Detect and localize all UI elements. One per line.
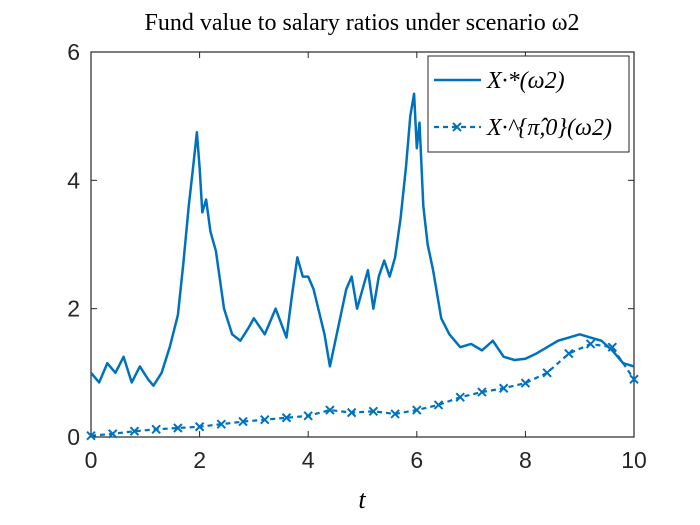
series-2-marker-14 <box>390 409 400 419</box>
series-2-marker-21 <box>542 368 552 378</box>
series-2-marker-8 <box>260 414 270 425</box>
series-2-marker-20 <box>520 378 531 388</box>
legend-label-series-2: X·^{π̂,0}(ω2) <box>486 115 612 141</box>
series-2-marker-6 <box>216 419 227 429</box>
series-2-marker-24 <box>607 342 617 352</box>
series-2-marker-11 <box>325 405 335 415</box>
series-2-marker-15 <box>412 405 422 415</box>
series-2-marker-18 <box>477 387 487 397</box>
series-2-marker-7 <box>238 416 248 427</box>
series-2-marker-3 <box>151 424 161 435</box>
series-2-marker-2 <box>129 426 140 436</box>
y-tick-label-1: 2 <box>67 296 80 322</box>
x-tick-label-2: 4 <box>302 447 315 473</box>
series-line-2 <box>90 342 635 437</box>
series-2-marker-1 <box>108 429 118 439</box>
legend-marker-x <box>452 122 462 132</box>
series-2-marker-23 <box>585 339 596 349</box>
series-layer <box>86 92 639 441</box>
y-tick-label-3: 6 <box>67 39 80 65</box>
series-2-marker-4 <box>173 423 183 433</box>
axis-ticks: 0 2 4 6 8 10 0 2 4 6 <box>67 39 647 473</box>
y-tick-label-0: 0 <box>67 424 80 450</box>
legend-label-series-1: X·*(ω2) <box>486 68 565 94</box>
y-tick-label-2: 4 <box>67 167 80 193</box>
x-axis-label: t <box>358 485 366 514</box>
x-tick-label-0: 0 <box>85 447 98 473</box>
series-line-1 <box>90 92 635 387</box>
legend-box <box>427 55 630 153</box>
series-2-marker-17 <box>455 392 465 402</box>
series-2-marker-13 <box>368 406 379 417</box>
series-2-marker-5 <box>194 422 205 432</box>
series-2-marker-9 <box>281 413 292 423</box>
x-tick-label-3: 6 <box>410 447 423 473</box>
series-2-marker-19 <box>498 383 509 393</box>
series-2-marker-10 <box>303 411 313 421</box>
series-2-marker-25 <box>629 374 639 384</box>
x-tick-label-1: 2 <box>193 447 206 473</box>
series-2-marker-22 <box>564 348 574 359</box>
legend: X·*(ω2) X·^{π̂,0}(ω2) <box>427 55 630 153</box>
series-2-marker-12 <box>346 407 357 418</box>
series-2-marker-0 <box>86 431 96 441</box>
series-2-marker-16 <box>433 400 444 410</box>
chart-title: Fund value to salary ratios under scenar… <box>144 10 579 36</box>
x-tick-label-5: 10 <box>621 447 647 473</box>
x-tick-label-4: 8 <box>519 447 532 473</box>
